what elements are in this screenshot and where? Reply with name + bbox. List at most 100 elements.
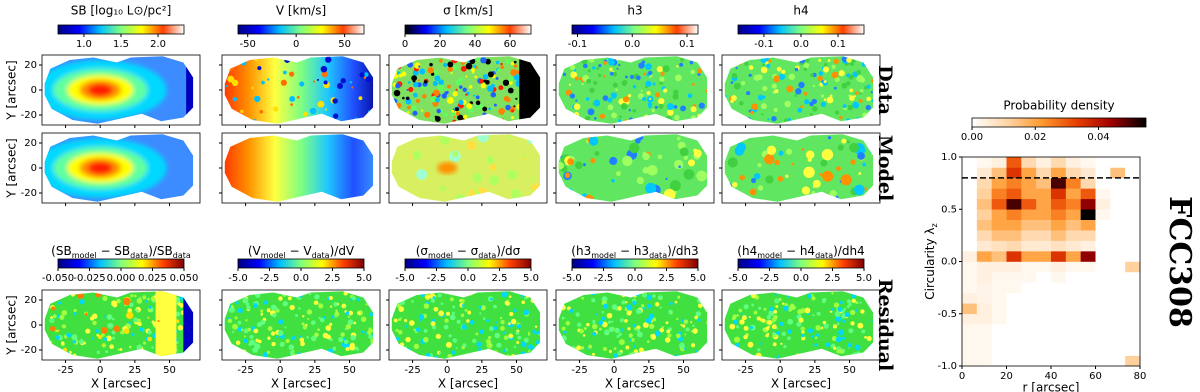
- x-tick-label: 50: [343, 365, 356, 376]
- map-spaxel: [622, 155, 633, 167]
- map-spaxel: [768, 310, 775, 317]
- map-spaxel: [62, 347, 68, 353]
- map-spaxel: [249, 339, 255, 346]
- map-spaxel: [733, 113, 739, 120]
- heatmap-cell: [976, 167, 992, 179]
- map-spaxel: [814, 343, 818, 347]
- map-spaxel: [460, 313, 465, 318]
- map-spaxel: [136, 309, 139, 312]
- map-spaxel: [724, 351, 728, 355]
- map-spaxel: [665, 115, 673, 123]
- map-spaxel: [227, 318, 233, 324]
- map-spaxel: [333, 301, 339, 307]
- map-spaxel: [801, 330, 805, 334]
- map-spaxel: [434, 75, 441, 82]
- heatmap-cell: [1065, 230, 1081, 241]
- map-spaxel: [438, 351, 442, 355]
- map-spaxel: [535, 340, 540, 345]
- map-spaxel: [584, 115, 591, 122]
- map-spaxel: [697, 318, 701, 322]
- map-spaxel: [645, 317, 652, 324]
- label-part: − h4: [782, 244, 815, 258]
- colorbar: [57, 24, 185, 35]
- map-blur: [44, 60, 167, 120]
- map-spaxel: [870, 91, 873, 94]
- heatmap-cell: [1095, 209, 1111, 220]
- map-spaxel: [282, 293, 287, 297]
- heatmap-cell: [991, 188, 1007, 200]
- map-spaxel: [792, 292, 796, 297]
- y-tick-label: 20: [24, 295, 37, 306]
- map-spaxel: [769, 306, 775, 312]
- map-spaxel: [481, 353, 488, 359]
- heatmap-cell: [1021, 313, 1037, 325]
- map-spaxel: [508, 76, 514, 82]
- map-spaxel: [611, 112, 617, 119]
- map-spaxel: [254, 343, 261, 350]
- map-spaxel: [835, 316, 842, 322]
- heatmap-cell: [1125, 271, 1141, 283]
- map-spaxel: [842, 104, 847, 108]
- map-spaxel: [583, 163, 587, 167]
- map-spaxel: [287, 296, 292, 301]
- map-spaxel: [507, 169, 518, 180]
- map-spaxel: [776, 66, 782, 72]
- heatmap-cell: [1110, 188, 1126, 200]
- map-spaxel: [798, 81, 805, 89]
- subscript: data: [312, 251, 330, 260]
- heatmap-cell: [1065, 261, 1081, 273]
- map-spaxel: [179, 352, 188, 359]
- heatmap-cell: [1051, 209, 1067, 220]
- colorbar-tick-label: 0.02: [1024, 132, 1046, 143]
- map-spaxel: [116, 298, 121, 304]
- map-spaxel: [395, 337, 400, 341]
- map-spaxel: [495, 60, 500, 65]
- heatmap-cell: [1021, 240, 1037, 252]
- map-spaxel: [369, 347, 374, 353]
- heatmap-cell: [962, 313, 978, 325]
- map-spaxel: [325, 325, 332, 331]
- map-spaxel: [531, 190, 541, 201]
- map-spaxel: [664, 337, 671, 343]
- map-spaxel: [411, 75, 418, 82]
- map-spaxel: [818, 58, 822, 62]
- map-spaxel: [488, 336, 492, 340]
- subscript: z: [930, 223, 939, 227]
- map-spaxel: [641, 60, 646, 64]
- colorbar-tick-label: 0.050: [170, 273, 199, 284]
- heatmap-cell: [1036, 157, 1052, 168]
- map-spaxel: [297, 292, 303, 298]
- map-spaxel: [801, 186, 811, 195]
- map-spaxel: [683, 319, 689, 324]
- map-spaxel: [449, 297, 454, 302]
- colorbar-tick-label: 1.5: [113, 39, 129, 50]
- map-spaxel: [641, 352, 646, 358]
- heatmap-cell: [976, 345, 992, 356]
- map-spaxel: [452, 305, 456, 309]
- label-part: Circularity λ: [923, 227, 937, 299]
- heatmap-cell: [1036, 219, 1052, 231]
- map-spaxel: [456, 319, 461, 325]
- map-spaxel: [566, 349, 571, 354]
- map-spaxel: [822, 299, 826, 304]
- map-spaxel: [468, 291, 473, 296]
- map-spaxel: [800, 326, 806, 332]
- map-spaxel: [365, 303, 368, 306]
- map-spaxel: [670, 312, 673, 315]
- label-part: (h3: [571, 244, 591, 258]
- map-spaxel: [774, 293, 777, 296]
- heatmap-cell: [1110, 345, 1126, 356]
- heatmap-cell: [1021, 334, 1037, 346]
- map-spaxel: [773, 108, 778, 113]
- map-spaxel: [787, 295, 790, 298]
- map-spaxel: [838, 70, 845, 77]
- colorbar-title: (σmodel − σdata)/dσ: [416, 244, 521, 261]
- map-spaxel: [477, 134, 489, 143]
- heatmap-cell: [976, 177, 992, 189]
- map-spaxel: [739, 101, 744, 106]
- heatmap-cell: [1051, 198, 1067, 210]
- map-spaxel: [282, 301, 288, 307]
- map-spaxel: [516, 324, 521, 329]
- x-tick-label: 0: [277, 365, 283, 376]
- map-spaxel: [111, 300, 117, 307]
